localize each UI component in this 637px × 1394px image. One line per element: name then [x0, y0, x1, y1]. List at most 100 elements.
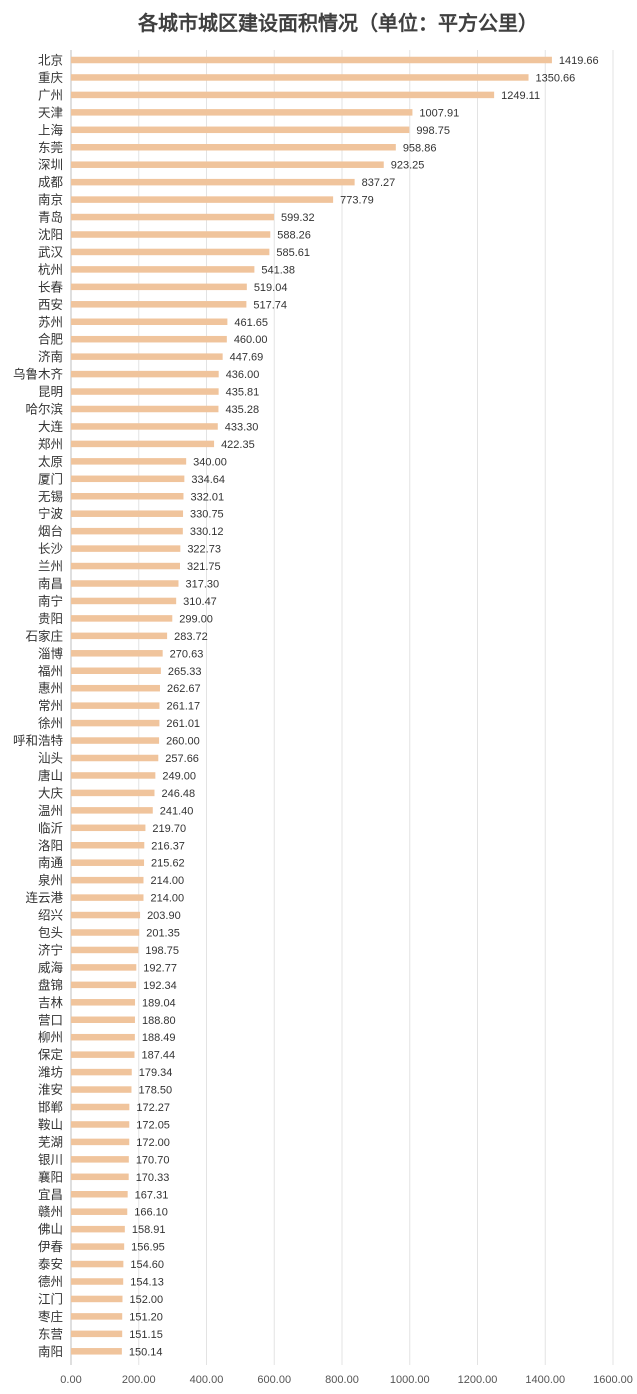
bar [71, 1173, 129, 1181]
category-label: 兰州 [38, 559, 63, 574]
bar-value-label: 330.75 [190, 509, 224, 521]
bar-value-label: 172.00 [136, 1137, 170, 1149]
category-label: 无锡 [38, 489, 63, 504]
bar [71, 56, 552, 64]
bar-value-label: 585.61 [276, 247, 310, 259]
bar [71, 1033, 135, 1041]
bar [71, 650, 163, 657]
bar-value-label: 334.64 [191, 474, 225, 486]
bar-value-label: 189.04 [142, 997, 176, 1009]
bar [71, 1138, 130, 1146]
category-label: 济南 [38, 349, 63, 364]
category-label: 洛阳 [38, 838, 63, 853]
bar [71, 667, 161, 674]
bars [71, 56, 552, 1355]
bar-value-label: 923.25 [391, 160, 425, 172]
bar-value-label: 166.10 [134, 1207, 168, 1219]
bar-value-label: 170.33 [136, 1172, 170, 1184]
bar [71, 1103, 130, 1111]
bar-value-label: 541.38 [261, 264, 295, 276]
bar-value-label: 246.48 [161, 788, 195, 800]
bar-value-label: 1419.66 [559, 55, 599, 67]
bar-value-label: 241.40 [160, 805, 194, 817]
bar [71, 440, 215, 448]
bar-value-label: 187.44 [141, 1050, 175, 1062]
bar [71, 353, 223, 360]
category-label: 东莞 [38, 140, 63, 155]
category-label: 广州 [38, 87, 63, 102]
bar [71, 388, 219, 395]
bar-value-label: 172.05 [136, 1119, 170, 1131]
bar [71, 1348, 122, 1355]
bar-value-label: 998.75 [416, 125, 450, 137]
category-label: 惠州 [38, 681, 63, 696]
bar [71, 684, 160, 692]
bar [71, 527, 183, 535]
bar [71, 510, 184, 517]
x-tick-label: 0.00 [60, 1374, 81, 1386]
category-label: 武汉 [38, 244, 64, 259]
category-label: 保定 [38, 1047, 63, 1062]
bar [71, 283, 247, 291]
category-label: 泉州 [38, 873, 63, 888]
bar-value-label: 1007.91 [419, 107, 459, 119]
bar [71, 1330, 123, 1338]
bar-value-label: 317.30 [185, 579, 219, 591]
category-label: 临沂 [38, 820, 63, 835]
category-label: 南宁 [38, 593, 63, 608]
category-label: 银川 [38, 1152, 63, 1167]
bar-value-label: 167.31 [135, 1189, 169, 1201]
bar-value-label: 1249.11 [501, 90, 540, 102]
bar [71, 1313, 123, 1320]
bar-value-label: 192.34 [143, 980, 177, 992]
category-label: 盘锦 [38, 977, 63, 992]
x-tick-label: 1400.00 [525, 1374, 565, 1386]
bar-value-label: 198.75 [145, 945, 179, 957]
bar-value-label: 261.01 [166, 718, 200, 730]
bar-value-label: 270.63 [170, 648, 204, 660]
category-label: 芜湖 [38, 1134, 63, 1149]
x-tick-label: 600.00 [257, 1374, 291, 1386]
category-label: 温州 [38, 803, 63, 818]
bar-value-label: 332.01 [190, 491, 224, 503]
bar [71, 597, 177, 605]
bar [71, 493, 184, 500]
bar-value-label: 188.80 [142, 1015, 176, 1027]
category-label: 苏州 [38, 314, 63, 329]
bar [71, 964, 137, 971]
bar [71, 1121, 130, 1128]
bar [71, 702, 160, 709]
category-label: 襄阳 [38, 1169, 63, 1184]
bar-value-label: 599.32 [281, 212, 315, 224]
bar-value-label: 150.14 [129, 1346, 163, 1358]
bar-value-label: 1350.66 [536, 72, 576, 84]
category-labels: 北京重庆广州天津上海东莞深圳成都南京青岛沈阳武汉杭州长春西安苏州合肥济南乌鲁木齐… [13, 53, 64, 1359]
bar-value-label: 260.00 [166, 736, 200, 748]
category-label: 徐州 [38, 716, 63, 731]
bar [71, 981, 137, 989]
bar [71, 196, 334, 203]
category-label: 长沙 [38, 541, 64, 556]
bar-value-label: 172.27 [136, 1102, 170, 1114]
bar-value-label: 321.75 [187, 561, 221, 573]
bar [71, 178, 355, 186]
bar-value-label: 299.00 [179, 613, 213, 625]
category-label: 深圳 [38, 157, 63, 172]
bar-value-label: 151.15 [129, 1329, 163, 1341]
bar-value-label: 261.17 [166, 701, 200, 713]
bar [71, 266, 255, 273]
category-label: 潍坊 [38, 1065, 63, 1080]
category-label: 吉林 [38, 995, 64, 1010]
bar [71, 946, 139, 954]
value-labels: 1419.66 1350.66 1249.11 1007.91 998.75 958.86… [129, 55, 599, 1358]
category-label: 淄博 [38, 646, 64, 661]
bar-value-label: 158.91 [132, 1224, 166, 1236]
bar [71, 859, 145, 866]
bar-value-label: 265.33 [168, 666, 202, 678]
bar-value-label: 447.69 [230, 352, 264, 364]
bar [71, 1208, 128, 1215]
bar [71, 929, 140, 936]
bar-value-label: 322.73 [187, 544, 221, 556]
bar-value-label: 283.72 [174, 631, 208, 643]
